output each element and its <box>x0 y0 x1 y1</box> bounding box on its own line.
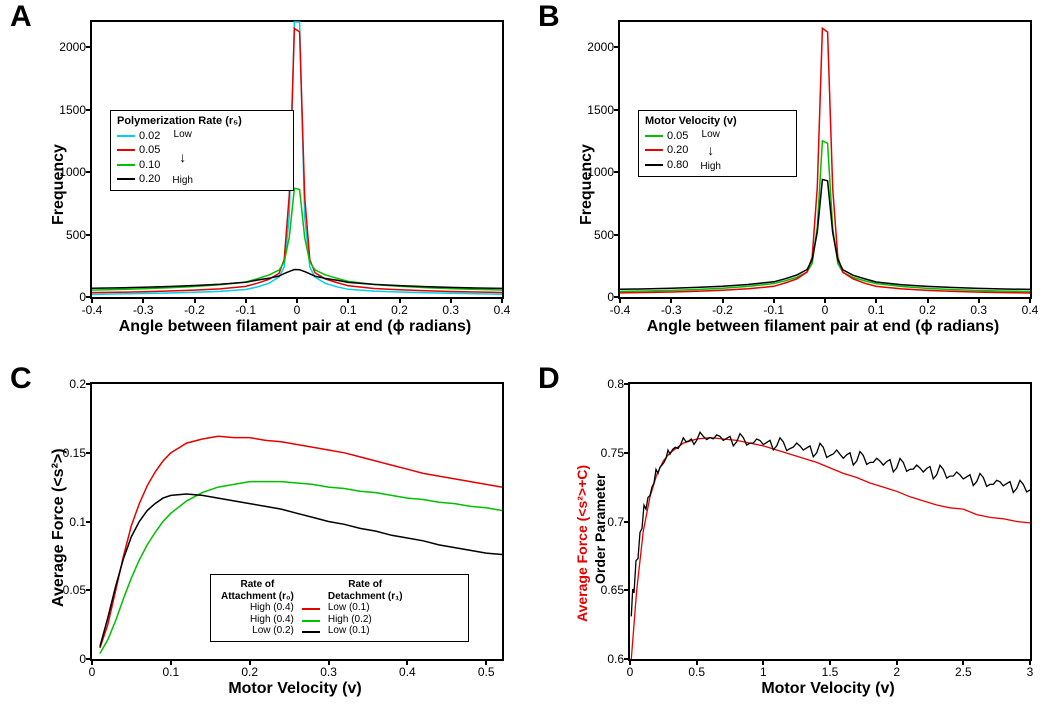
series-line <box>620 180 1030 290</box>
xtick-label: 0.4 <box>392 665 422 679</box>
ytick-label: 2000 <box>572 40 614 54</box>
arrow-down-icon: ↓ <box>179 152 186 163</box>
ylabel-a: Frequency <box>50 144 68 225</box>
ytick-label: 0.75 <box>582 446 624 460</box>
xtick-label: 0.3 <box>436 303 466 317</box>
ytick-label: 500 <box>572 228 614 242</box>
legend-anno-high: High <box>700 161 721 172</box>
ylabel-d-black: Order Parameter <box>592 473 608 584</box>
ytick-label: 0 <box>572 290 614 304</box>
ylabel-d-red: Average Force (<s²>+C) <box>574 465 590 622</box>
legend-b-title: Motor Velocity (v) <box>645 115 790 127</box>
xtick-label: 0.1 <box>333 303 363 317</box>
ytick-label: 0 <box>44 652 86 666</box>
ytick-label: 0.2 <box>44 377 86 391</box>
ytick-label: 0.6 <box>582 652 624 666</box>
xlabel-d: Motor Velocity (v) <box>628 680 1028 698</box>
plot-area-d: 00.511.522.530.60.650.70.750.8 <box>628 382 1032 661</box>
legend-b: Motor Velocity (v) 0.050.200.80 Low ↓ Hig… <box>638 110 797 177</box>
panel-b: Motor Velocity (v) 0.050.200.80Low ↓ Hig… <box>548 10 1048 360</box>
plot-area-c: Rate ofAttachment (r₀) Rate ofDetachment… <box>90 382 504 661</box>
legend-c-col1: Rate ofAttachment (r₀) <box>217 579 298 602</box>
legend-item: 0.20 <box>645 143 688 157</box>
series-line-order <box>631 432 1030 616</box>
legend-item: Low (0.2) Low (0.1) <box>217 625 407 637</box>
ytick-label: 2000 <box>44 40 86 54</box>
xtick-label: -0.4 <box>77 303 107 317</box>
series-line <box>92 188 502 290</box>
ylabel-c: Average Force (<s²>) <box>50 448 68 607</box>
plot-area-a: Polymerization Rate (r₅) 0.020.050.100.2… <box>90 20 504 299</box>
xtick-label: 1.5 <box>815 665 845 679</box>
xtick-label: -0.3 <box>128 303 158 317</box>
xtick-label: 0 <box>810 303 840 317</box>
xtick-label: 0.3 <box>964 303 994 317</box>
xtick-label: 2.5 <box>948 665 978 679</box>
legend-item: 0.20 <box>117 172 160 186</box>
legend-c: Rate ofAttachment (r₀) Rate ofDetachment… <box>210 574 469 642</box>
xtick-label: 0.2 <box>235 665 265 679</box>
xtick-label: 2 <box>882 665 912 679</box>
figure: A B C D Polymerization Rate (r₅) 0.020.0… <box>0 0 1050 728</box>
legend-c-col2: Rate ofDetachment (r₁) <box>324 579 407 602</box>
plot-area-b: Motor Velocity (v) 0.050.200.80 Low ↓ Hig… <box>618 20 1032 299</box>
xtick-label: -0.4 <box>605 303 635 317</box>
xtick-label: 0.1 <box>861 303 891 317</box>
xtick-label: -0.2 <box>708 303 738 317</box>
arrow-down-icon: ↓ <box>707 145 714 156</box>
series-line <box>92 270 502 289</box>
xlabel-b: Angle between filament pair at end (ϕ ra… <box>618 318 1028 336</box>
ytick-label: 1500 <box>572 103 614 117</box>
xtick-label: -0.2 <box>180 303 210 317</box>
ytick-label: 500 <box>44 228 86 242</box>
ylabel-b: Frequency <box>578 144 596 225</box>
legend-item: High (0.4) High (0.2) <box>217 614 407 626</box>
legend-anno-low: Low <box>174 129 192 140</box>
xlabel-c: Motor Velocity (v) <box>90 680 500 698</box>
legend-a-title: Polymerization Rate (r₅) <box>117 115 287 127</box>
xtick-label: 0 <box>77 665 107 679</box>
xtick-label: 3 <box>1015 665 1045 679</box>
xtick-label: -0.3 <box>656 303 686 317</box>
series-line-force <box>631 438 1030 659</box>
xtick-label: 0.3 <box>314 665 344 679</box>
legend-anno-high: High <box>172 175 193 186</box>
ytick-label: 0.8 <box>582 377 624 391</box>
panel-d: 00.511.522.530.60.650.70.750.8 Average F… <box>548 372 1048 722</box>
xtick-label: 0.2 <box>385 303 415 317</box>
xtick-label: 0.1 <box>156 665 186 679</box>
panel-c: Rate ofAttachment (r₀) Rate ofDetachment… <box>20 372 520 722</box>
legend-item: 0.80 <box>645 158 688 172</box>
legend-item: 0.05 <box>117 143 160 157</box>
chart-lines-d <box>630 384 1030 659</box>
legend-item: 0.10 <box>117 158 160 172</box>
ytick-label: 0 <box>44 290 86 304</box>
xtick-label: 1 <box>748 665 778 679</box>
xtick-label: 0 <box>282 303 312 317</box>
xtick-label: 0 <box>615 665 645 679</box>
xtick-label: 0.5 <box>471 665 501 679</box>
xlabel-a: Angle between filament pair at end (ϕ ra… <box>90 318 500 336</box>
panel-a: Polymerization Rate (r₅) 0.020.050.100.2… <box>20 10 520 360</box>
xtick-label: 0.4 <box>1015 303 1045 317</box>
xtick-label: 0.2 <box>913 303 943 317</box>
legend-anno-low: Low <box>702 129 720 140</box>
legend-item: 0.02 <box>117 129 160 143</box>
xtick-label: -0.1 <box>759 303 789 317</box>
ytick-label: 1500 <box>44 103 86 117</box>
xtick-label: 0.4 <box>487 303 517 317</box>
xtick-label: 0.5 <box>682 665 712 679</box>
legend-item: High (0.4) Low (0.1) <box>217 602 407 614</box>
xtick-label: -0.1 <box>231 303 261 317</box>
legend-a: Polymerization Rate (r₅) 0.020.050.100.2… <box>110 110 294 191</box>
legend-item: 0.05 <box>645 129 688 143</box>
